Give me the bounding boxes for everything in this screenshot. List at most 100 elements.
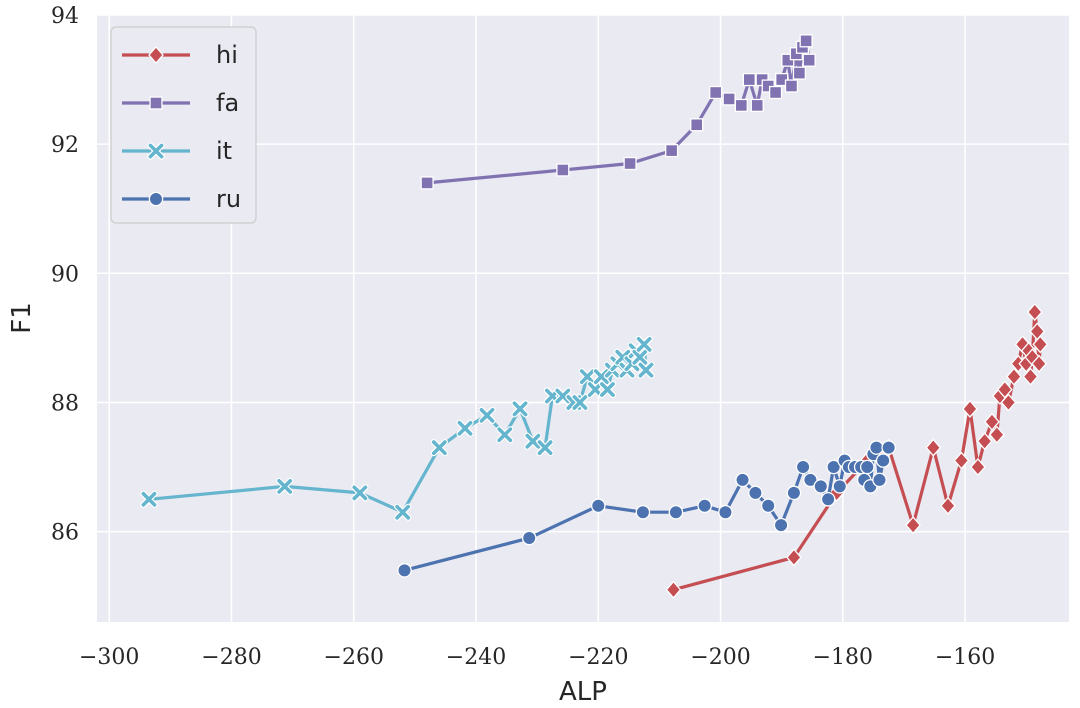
data-point xyxy=(748,485,763,501)
x-axis-label: ALP xyxy=(559,677,607,707)
data-point xyxy=(905,516,921,535)
data-point xyxy=(709,85,723,100)
data-point xyxy=(635,335,653,353)
legend-item-fa: fa xyxy=(122,89,239,117)
data-point xyxy=(623,156,637,171)
data-point xyxy=(690,118,704,132)
legend-item-ru: ru xyxy=(122,185,241,213)
data-point xyxy=(795,459,811,475)
data-point xyxy=(511,400,529,418)
y-tick-label: 94 xyxy=(51,4,79,29)
data-point xyxy=(984,412,1000,431)
data-point xyxy=(803,472,818,488)
data-point xyxy=(635,504,651,520)
data-point xyxy=(820,492,836,507)
legend-frame xyxy=(110,26,257,224)
plot-background xyxy=(97,15,1069,622)
data-point xyxy=(571,393,589,412)
data-point xyxy=(940,496,956,515)
data-point xyxy=(875,453,891,468)
legend: hi fa it ru xyxy=(110,26,257,224)
data-point xyxy=(556,163,570,177)
data-point xyxy=(478,406,496,424)
x-tick-label: −200 xyxy=(690,645,750,670)
data-point xyxy=(735,472,750,488)
data-point xyxy=(592,368,610,386)
data-point xyxy=(1026,303,1043,322)
data-point xyxy=(665,580,682,599)
data-point xyxy=(799,34,813,48)
data-point xyxy=(578,368,596,386)
data-point xyxy=(397,563,412,578)
data-point xyxy=(786,548,802,567)
data-point xyxy=(718,504,733,520)
data-point xyxy=(792,66,807,80)
data-point xyxy=(1000,393,1017,412)
data-point xyxy=(149,96,163,110)
x-tick-label: −240 xyxy=(446,645,506,670)
data-point xyxy=(802,53,816,67)
data-point xyxy=(989,425,1005,444)
series-layer xyxy=(140,34,1049,599)
x-tick-label: −300 xyxy=(79,645,139,670)
data-point xyxy=(430,439,448,457)
data-point xyxy=(750,98,764,113)
y-tick-labels: 86 88 90 92 94 xyxy=(51,4,79,546)
data-point xyxy=(668,504,684,520)
data-point xyxy=(148,45,164,65)
data-point xyxy=(148,191,164,207)
legend-label: hi xyxy=(216,41,238,69)
data-point xyxy=(722,92,736,106)
data-point xyxy=(976,432,993,451)
data-point xyxy=(524,432,542,450)
data-point xyxy=(140,490,158,508)
legend-item-hi: hi xyxy=(122,41,238,69)
legend-label: it xyxy=(216,137,232,165)
data-point xyxy=(925,438,942,457)
data-point xyxy=(536,439,554,457)
data-point xyxy=(786,485,802,501)
series-fa xyxy=(420,34,816,190)
data-point xyxy=(521,530,537,546)
data-point xyxy=(859,459,875,475)
data-point xyxy=(970,457,986,477)
data-point xyxy=(554,387,572,405)
y-tick-label: 86 xyxy=(51,521,79,546)
data-point xyxy=(996,380,1013,399)
data-point xyxy=(784,79,799,93)
data-point xyxy=(742,72,756,87)
series-it xyxy=(140,335,655,521)
x-tick-label: −220 xyxy=(568,645,628,670)
data-point xyxy=(1032,335,1049,354)
data-point xyxy=(760,498,776,514)
data-point xyxy=(496,426,514,444)
legend-item-it: it xyxy=(122,137,232,165)
data-point xyxy=(768,85,783,100)
data-point xyxy=(631,348,649,366)
x-tick-label: −160 xyxy=(935,645,995,670)
data-point xyxy=(637,361,655,379)
data-point xyxy=(962,399,978,418)
data-point xyxy=(590,498,606,514)
data-point xyxy=(598,380,617,399)
data-point xyxy=(1006,367,1022,386)
data-point xyxy=(147,142,165,160)
x-tick-label: −260 xyxy=(324,645,384,670)
data-point xyxy=(586,380,604,399)
x-tick-labels: −300 −280 −260 −240 −220 −200 −180 −160 xyxy=(79,645,995,670)
data-point xyxy=(1022,367,1039,386)
data-point xyxy=(773,517,789,533)
data-point xyxy=(394,503,412,521)
y-axis-label: F1 xyxy=(7,302,37,334)
data-point xyxy=(697,498,712,514)
y-tick-label: 92 xyxy=(51,133,79,158)
data-point xyxy=(953,451,970,470)
x-tick-label: −180 xyxy=(813,645,873,670)
y-tick-label: 90 xyxy=(51,262,79,287)
legend-label: fa xyxy=(216,89,239,117)
x-tick-label: −280 xyxy=(201,645,261,670)
y-tick-label: 88 xyxy=(51,391,79,416)
legend-label: ru xyxy=(216,185,241,213)
data-point xyxy=(734,98,748,113)
